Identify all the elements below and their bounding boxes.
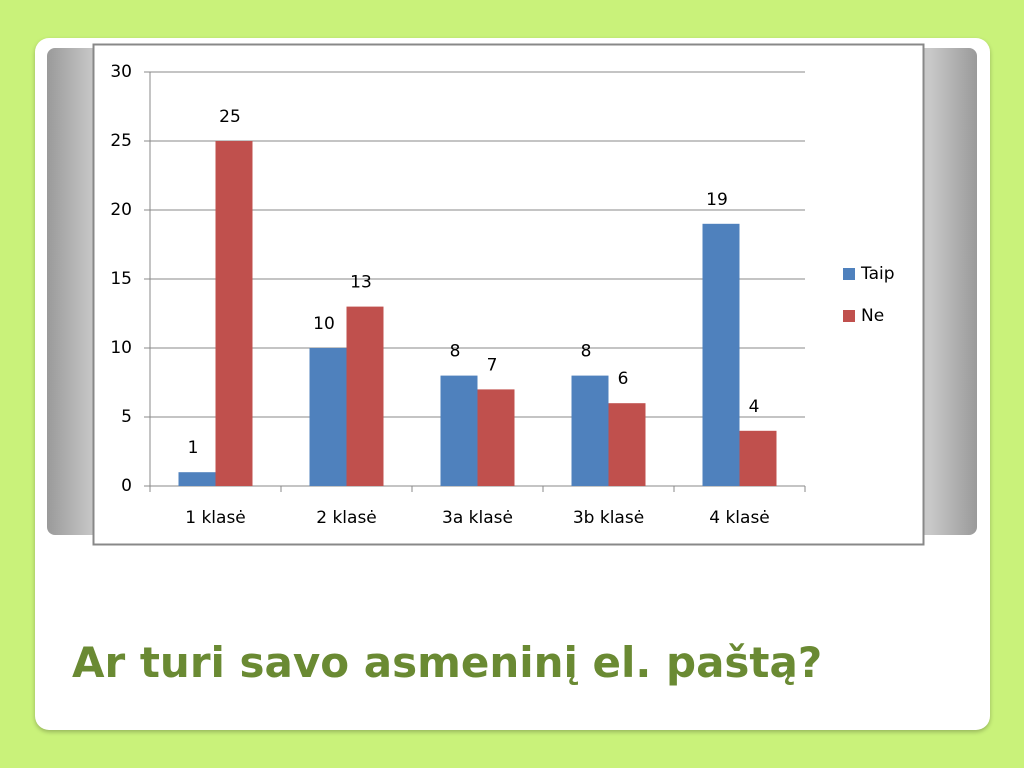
bar [702, 223, 740, 487]
x-tick-label: 2 klasė [316, 508, 377, 528]
bar [178, 472, 216, 486]
legend-swatch [843, 310, 855, 322]
data-label: 10 [313, 314, 335, 334]
data-label: 6 [618, 369, 629, 389]
bar [608, 403, 646, 486]
data-label: 13 [350, 273, 372, 293]
legend-label: Ne [861, 306, 884, 326]
bar [477, 389, 515, 486]
slide-title: Ar turi savo asmeninį el. paštą? [72, 638, 822, 687]
bar [571, 375, 609, 486]
y-tick-label: 30 [110, 62, 132, 82]
x-tick-label: 1 klasė [185, 508, 246, 528]
y-tick-label: 25 [110, 131, 132, 151]
data-label: 19 [706, 190, 728, 210]
bar [739, 430, 777, 486]
legend-label: Taip [860, 264, 895, 284]
bar [440, 375, 478, 486]
data-label: 4 [749, 397, 760, 417]
bar [215, 141, 253, 486]
legend-swatch [843, 268, 855, 280]
bar [309, 348, 347, 486]
x-tick-label: 4 klasė [709, 508, 770, 528]
x-tick-label: 3a klasė [442, 508, 513, 528]
data-label: 8 [581, 342, 592, 362]
data-label: 25 [219, 107, 241, 127]
y-tick-label: 15 [110, 269, 132, 289]
data-label: 7 [487, 355, 498, 375]
x-tick-label: 3b klasė [573, 508, 644, 528]
y-tick-label: 20 [110, 200, 132, 220]
data-label: 1 [188, 438, 199, 458]
bar [346, 306, 384, 486]
data-label: 8 [450, 342, 461, 362]
y-tick-label: 10 [110, 338, 132, 358]
y-tick-label: 5 [121, 407, 132, 427]
y-tick-label: 0 [121, 476, 132, 496]
